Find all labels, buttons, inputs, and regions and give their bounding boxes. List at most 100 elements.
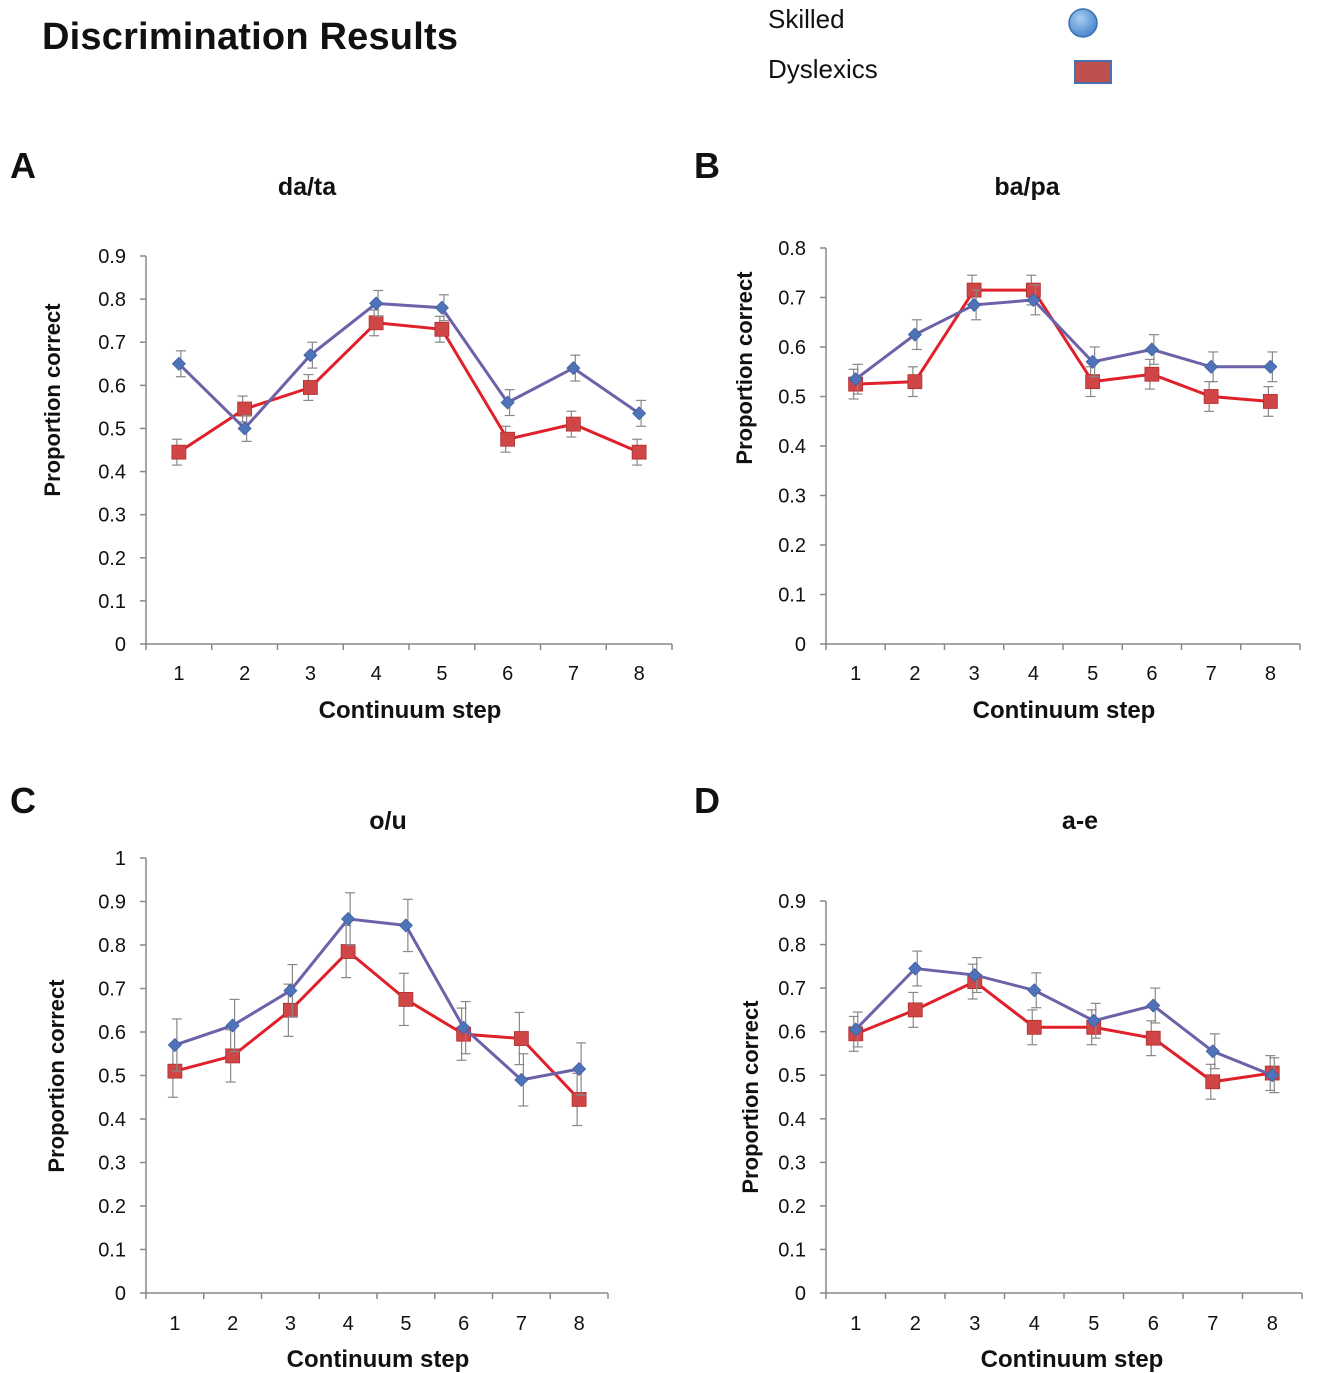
data-point-dyslexics xyxy=(1085,374,1101,390)
data-point-skilled xyxy=(907,327,922,342)
x-tick-label: 8 xyxy=(634,663,645,685)
series-dyslexics xyxy=(171,309,647,466)
x-tick-label: 4 xyxy=(1028,663,1039,685)
data-point-skilled xyxy=(1263,359,1278,374)
x-tick-label: 2 xyxy=(227,1313,238,1335)
y-tick-label: 0 xyxy=(795,1283,806,1305)
y-tick-label: 0 xyxy=(795,634,806,656)
y-tick-label: 0.5 xyxy=(778,387,806,409)
x-tick-label: 8 xyxy=(1267,1313,1278,1335)
x-tick-label: 8 xyxy=(574,1313,585,1335)
y-tick-label: 0.4 xyxy=(778,1109,806,1131)
y-tick-label: 0.1 xyxy=(98,1240,126,1262)
x-tick-label: 5 xyxy=(436,663,447,685)
data-point-dyslexics xyxy=(1262,394,1278,409)
data-point-skilled xyxy=(1086,1013,1101,1028)
x-tick-label: 5 xyxy=(1087,663,1098,685)
data-point-dyslexics xyxy=(565,416,581,432)
y-axis-label: Proportion correct xyxy=(44,979,69,1173)
x-tick-label: 6 xyxy=(1146,663,1157,685)
data-point-dyslexics xyxy=(1205,1074,1221,1090)
chart-title: da/ta xyxy=(278,173,337,201)
series-line xyxy=(178,321,640,454)
data-point-dyslexics xyxy=(500,431,516,447)
data-point-dyslexics xyxy=(398,991,414,1007)
x-tick-label: 3 xyxy=(285,1313,296,1335)
x-tick-label: 1 xyxy=(173,663,184,685)
y-tick-label: 0.3 xyxy=(98,1153,126,1175)
data-point-skilled xyxy=(500,395,515,410)
data-point-skilled xyxy=(1027,983,1042,998)
data-point-skilled xyxy=(434,300,449,315)
y-tick-label: 0.8 xyxy=(778,935,806,957)
x-tick-label: 6 xyxy=(458,1313,469,1335)
y-tick-label: 0.1 xyxy=(98,591,126,613)
y-axis-label: Proportion correct xyxy=(40,303,65,497)
legend-label-dyslexics: Dyslexics xyxy=(768,54,878,84)
data-point-dyslexics xyxy=(907,374,923,390)
figure-title: Discrimination Results xyxy=(42,16,459,58)
y-tick-label: 0.6 xyxy=(98,375,126,397)
data-point-skilled xyxy=(1144,342,1159,357)
data-point-dyslexics xyxy=(368,315,384,331)
data-point-skilled xyxy=(632,406,647,421)
y-tick-label: 0.4 xyxy=(778,436,806,458)
data-point-skilled xyxy=(237,421,252,436)
x-tick-label: 8 xyxy=(1265,663,1276,685)
y-tick-label: 0.6 xyxy=(98,1022,126,1044)
x-tick-label: 1 xyxy=(850,663,861,685)
x-tick-label: 4 xyxy=(1029,1313,1040,1335)
series-line xyxy=(855,979,1273,1084)
x-tick-label: 2 xyxy=(909,663,920,685)
data-point-skilled xyxy=(1146,998,1161,1013)
y-tick-label: 0.7 xyxy=(98,332,126,354)
data-point-dyslexics xyxy=(302,380,318,395)
series-line xyxy=(854,966,1273,1077)
y-tick-label: 0 xyxy=(115,634,126,656)
data-point-skilled xyxy=(848,1022,863,1037)
y-tick-label: 0.1 xyxy=(778,1239,806,1261)
y-tick-label: 0.3 xyxy=(98,505,126,527)
data-point-dyslexics xyxy=(282,1002,298,1018)
data-point-skilled xyxy=(167,1037,182,1053)
data-point-skilled xyxy=(369,296,384,311)
y-axis-label: Proportion correct xyxy=(732,271,757,465)
series-dyslexics xyxy=(848,274,1278,417)
data-point-skilled xyxy=(967,297,982,312)
data-point-skilled xyxy=(341,911,356,926)
x-axis-label: Continuum step xyxy=(319,697,502,724)
data-point-skilled xyxy=(225,1018,240,1033)
chart-title: o/u xyxy=(369,807,407,835)
x-tick-label: 2 xyxy=(239,663,250,685)
series-skilled xyxy=(848,950,1280,1094)
x-tick-label: 4 xyxy=(343,1313,354,1335)
data-point-skilled xyxy=(1205,1044,1220,1059)
panel-letter: A xyxy=(10,145,36,186)
y-tick-label: 0.5 xyxy=(778,1065,806,1087)
x-tick-label: 3 xyxy=(969,1313,980,1335)
series-skilled xyxy=(171,289,647,442)
y-tick-label: 0.4 xyxy=(98,462,126,484)
data-point-skilled xyxy=(456,1020,471,1035)
data-point-skilled xyxy=(572,1061,587,1077)
data-point-dyslexics xyxy=(340,944,356,959)
series-skilled xyxy=(167,892,587,1107)
x-tick-label: 5 xyxy=(1088,1313,1099,1335)
data-point-dyslexics xyxy=(1203,389,1219,404)
chart-panel-b: Bba/pa 0 0.1 0.2 0.3 0.4 0.5 0.6 0.7 0.8 1 2 3 4 5 6 7 8 C… xyxy=(694,145,1301,724)
data-point-dyslexics xyxy=(513,1031,529,1046)
y-tick-label: 0.5 xyxy=(98,418,126,440)
panel-letter: D xyxy=(694,780,720,821)
x-tick-label: 7 xyxy=(568,663,579,685)
series-line xyxy=(174,917,580,1082)
legend-label-skilled: Skilled xyxy=(768,4,845,34)
series-line xyxy=(177,301,640,431)
y-tick-label: 0.7 xyxy=(98,979,126,1001)
data-point-skilled xyxy=(303,348,318,363)
x-tick-label: 2 xyxy=(910,1313,921,1335)
data-point-skilled xyxy=(566,361,581,376)
series-line xyxy=(854,298,1271,381)
